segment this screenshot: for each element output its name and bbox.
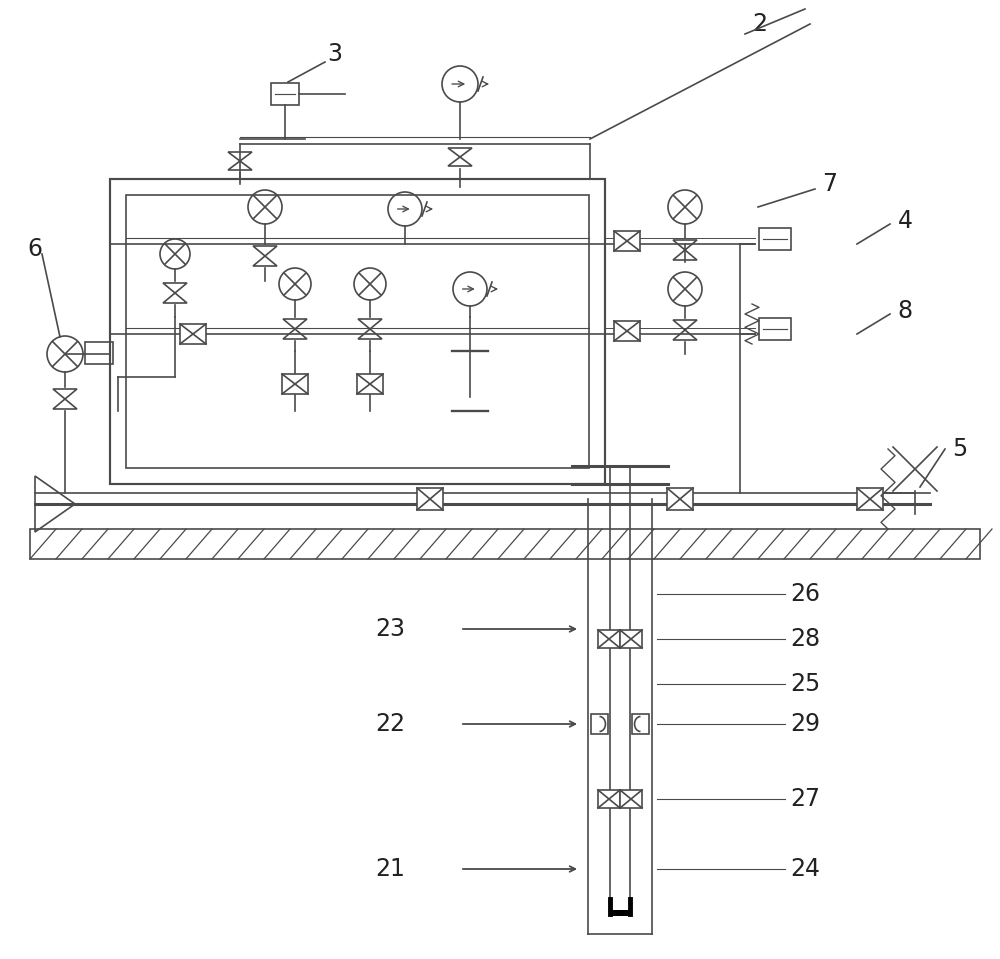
Bar (271, 83, 299, 105)
Text: 21: 21 (375, 857, 405, 881)
Bar (598, 790, 620, 808)
Bar (614, 231, 640, 251)
Text: 28: 28 (790, 627, 820, 651)
Bar (591, 714, 608, 734)
Text: 6: 6 (28, 237, 42, 261)
Bar (620, 630, 642, 648)
Text: 29: 29 (790, 712, 820, 736)
Text: 5: 5 (952, 437, 968, 461)
Bar (180, 324, 206, 344)
Bar (282, 374, 308, 394)
Bar (30, 529, 980, 559)
Text: 22: 22 (375, 712, 405, 736)
Bar (598, 630, 620, 648)
Bar (667, 488, 693, 510)
Text: 27: 27 (790, 787, 820, 811)
Text: 25: 25 (790, 672, 820, 696)
Bar (632, 714, 649, 734)
Bar (110, 179, 605, 484)
Bar (620, 790, 642, 808)
Bar (417, 488, 443, 510)
Bar (759, 228, 791, 250)
Bar (857, 488, 883, 510)
Bar (85, 342, 113, 364)
Text: 3: 3 (328, 42, 342, 66)
Text: 24: 24 (790, 857, 820, 881)
Bar (759, 318, 791, 340)
Bar (614, 321, 640, 341)
Text: 4: 4 (898, 209, 913, 233)
Text: 7: 7 (823, 172, 838, 196)
Text: 8: 8 (897, 299, 913, 323)
Text: 23: 23 (375, 617, 405, 641)
Text: 26: 26 (790, 582, 820, 606)
Bar (126, 195, 589, 468)
Bar (609, 910, 631, 916)
Bar (357, 374, 383, 394)
Text: 2: 2 (753, 12, 768, 36)
